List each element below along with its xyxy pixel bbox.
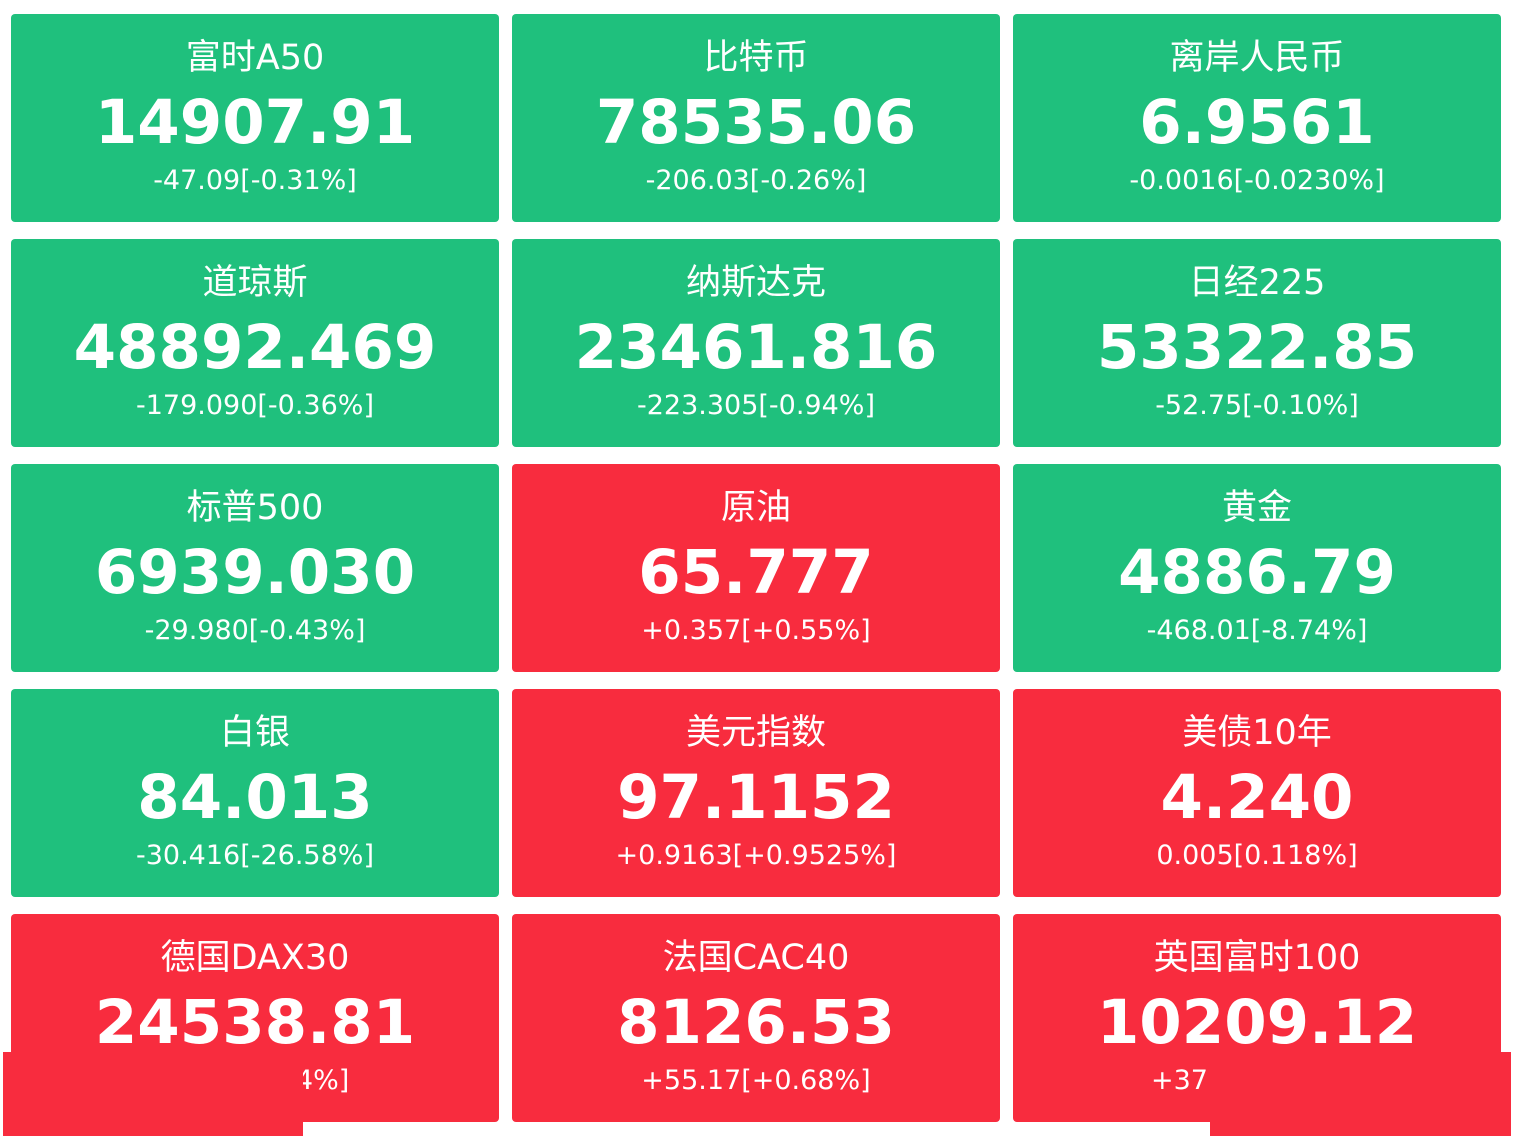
quote-name: 日经225 — [1188, 263, 1326, 303]
quote-name: 白银 — [219, 713, 290, 753]
quote-price: 65.777 — [638, 537, 874, 608]
quote-tile-gold[interactable]: 黄金 4886.79 -468.01[-8.74%] — [1013, 464, 1501, 672]
quote-name: 美债10年 — [1182, 713, 1332, 753]
quote-name: 美元指数 — [685, 713, 826, 753]
quote-tile-offshore-rmb[interactable]: 离岸人民币 6.9561 -0.0016[-0.0230%] — [1013, 14, 1501, 222]
quote-change: -0.0016[-0.0230%] — [1129, 165, 1385, 196]
quote-change: -468.01[-8.74%] — [1146, 615, 1368, 646]
quote-price: 4.240 — [1160, 762, 1354, 833]
quote-price: 10209.12 — [1096, 987, 1418, 1058]
quote-tile-ftse-a50[interactable]: 富时A50 14907.91 -47.09[-0.31%] — [11, 14, 499, 222]
quote-change: -206.03[-0.26%] — [645, 165, 867, 196]
occluding-overlay — [1210, 1052, 1511, 1136]
quote-tile-nikkei-225[interactable]: 日经225 53322.85 -52.75[-0.10%] — [1013, 239, 1501, 447]
quote-change: +55.17[+0.68%] — [641, 1065, 871, 1096]
quote-name: 道琼斯 — [202, 263, 308, 303]
occluding-overlay — [3, 1052, 303, 1136]
quote-tile-sp500[interactable]: 标普500 6939.030 -29.980[-0.43%] — [11, 464, 499, 672]
quote-name: 英国富时100 — [1153, 938, 1361, 978]
quote-name: 黄金 — [1221, 488, 1292, 528]
quote-tile-silver[interactable]: 白银 84.013 -30.416[-26.58%] — [11, 689, 499, 897]
quote-change: -223.305[-0.94%] — [637, 390, 875, 421]
quote-tile-crude-oil[interactable]: 原油 65.777 +0.357[+0.55%] — [512, 464, 1000, 672]
market-quote-grid: 富时A50 14907.91 -47.09[-0.31%] 比特币 78535.… — [11, 14, 1501, 1122]
quote-name: 离岸人民币 — [1169, 38, 1345, 78]
quote-name: 富时A50 — [185, 38, 325, 78]
quote-name: 德国DAX30 — [160, 938, 350, 978]
quote-change: -30.416[-26.58%] — [136, 840, 374, 871]
quote-change: -52.75[-0.10%] — [1155, 390, 1359, 421]
quote-name: 法国CAC40 — [662, 938, 850, 978]
quote-price: 14907.91 — [94, 87, 416, 158]
quote-name: 比特币 — [703, 38, 809, 78]
quote-price: 84.013 — [137, 762, 373, 833]
quote-tile-nasdaq[interactable]: 纳斯达克 23461.816 -223.305[-0.94%] — [512, 239, 1000, 447]
quote-name: 原油 — [720, 488, 791, 528]
quote-price: 4886.79 — [1118, 537, 1396, 608]
quote-price: 6939.030 — [94, 537, 416, 608]
quote-tile-cac40[interactable]: 法国CAC40 8126.53 +55.17[+0.68%] — [512, 914, 1000, 1122]
quote-tile-dow-jones[interactable]: 道琼斯 48892.469 -179.090[-0.36%] — [11, 239, 499, 447]
quote-change: +37. — [1151, 1065, 1217, 1096]
quote-price: 78535.06 — [595, 87, 917, 158]
quote-tile-bitcoin[interactable]: 比特币 78535.06 -206.03[-0.26%] — [512, 14, 1000, 222]
quote-price: 97.1152 — [617, 762, 895, 833]
quote-price: 23461.816 — [574, 312, 938, 383]
quote-change: -29.980[-0.43%] — [144, 615, 366, 646]
quote-change: -179.090[-0.36%] — [136, 390, 374, 421]
quote-name: 标普500 — [186, 488, 324, 528]
quote-change: 0.005[0.118%] — [1156, 840, 1358, 871]
quote-tile-us-10y-treasury[interactable]: 美债10年 4.240 0.005[0.118%] — [1013, 689, 1501, 897]
quote-tile-dollar-index[interactable]: 美元指数 97.1152 +0.9163[+0.9525%] — [512, 689, 1000, 897]
quote-price: 6.9561 — [1139, 87, 1375, 158]
quote-price: 24538.81 — [94, 987, 416, 1058]
quote-price: 53322.85 — [1096, 312, 1418, 383]
quote-change: +0.357[+0.55%] — [641, 615, 871, 646]
quote-name: 纳斯达克 — [685, 263, 826, 303]
quote-price: 48892.469 — [73, 312, 437, 383]
quote-change: -47.09[-0.31%] — [153, 165, 357, 196]
quote-price: 8126.53 — [617, 987, 895, 1058]
quote-change: +0.9163[+0.9525%] — [615, 840, 897, 871]
